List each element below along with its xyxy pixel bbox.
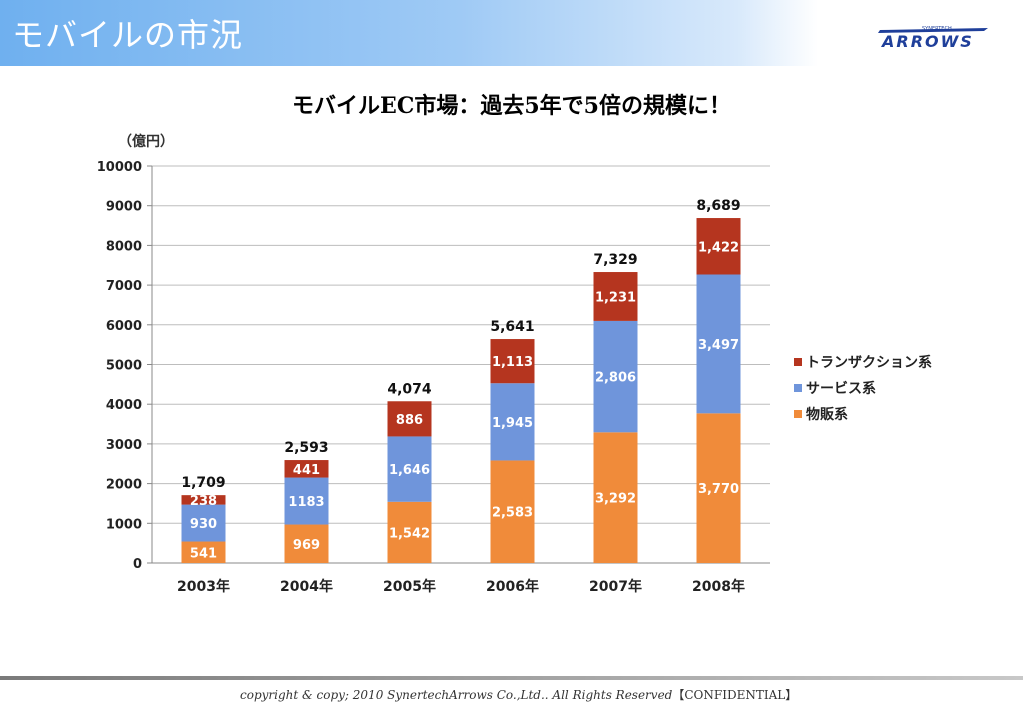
footer-divider bbox=[0, 676, 1023, 680]
bar-segment bbox=[284, 460, 329, 478]
chart-title: モバイルEC市場：過去5年で5倍の規模に！ bbox=[292, 93, 731, 119]
bar-segment bbox=[490, 339, 535, 384]
bar-segment bbox=[181, 541, 226, 563]
data-label: 3,770 bbox=[698, 482, 739, 497]
total-label: 4,074 bbox=[387, 381, 432, 397]
y-tick-label: 3000 bbox=[106, 438, 142, 453]
bar-segment bbox=[490, 460, 535, 563]
data-label: 1,646 bbox=[389, 463, 430, 478]
y-axis-label: （億円） bbox=[118, 133, 174, 150]
legend-swatch bbox=[794, 410, 802, 418]
header-band bbox=[0, 0, 1023, 66]
y-tick-label: 10000 bbox=[97, 160, 142, 175]
bar-segment bbox=[696, 274, 741, 414]
bar-segment bbox=[284, 477, 329, 525]
x-tick-label: 2007年 bbox=[589, 578, 642, 595]
data-label: 2,806 bbox=[595, 371, 636, 386]
y-tick-label: 2000 bbox=[106, 478, 142, 493]
y-tick-label: 7000 bbox=[106, 279, 142, 294]
y-tick-label: 0 bbox=[133, 557, 142, 572]
bar-segment bbox=[593, 320, 638, 433]
data-label: 1,422 bbox=[698, 240, 739, 255]
x-tick-label: 2008年 bbox=[692, 578, 745, 595]
bar-segment bbox=[284, 524, 329, 563]
data-label: 1183 bbox=[288, 495, 324, 510]
legend-swatch bbox=[794, 384, 802, 392]
data-label: 1,231 bbox=[595, 290, 636, 305]
data-label: 541 bbox=[190, 546, 217, 561]
x-tick-label: 2003年 bbox=[177, 578, 230, 595]
y-tick-label: 1000 bbox=[106, 517, 142, 532]
bar-segment bbox=[387, 436, 432, 502]
data-label: 886 bbox=[396, 413, 423, 428]
bar-segment bbox=[696, 413, 741, 563]
bar-segment bbox=[181, 504, 226, 542]
data-label: 441 bbox=[293, 463, 320, 478]
page-title: モバイルの市況 bbox=[12, 16, 244, 54]
x-tick-label: 2006年 bbox=[486, 578, 539, 595]
data-label: 2,583 bbox=[492, 506, 533, 521]
bar-segment bbox=[593, 432, 638, 563]
y-tick-label: 6000 bbox=[106, 319, 142, 334]
bar-segment bbox=[181, 495, 226, 505]
bar-segment bbox=[490, 383, 535, 461]
total-label: 2,593 bbox=[284, 440, 328, 456]
legend-label: サービス系 bbox=[806, 380, 876, 397]
data-label: 1,945 bbox=[492, 416, 533, 431]
data-label: 3,292 bbox=[595, 492, 636, 507]
total-label: 5,641 bbox=[490, 319, 534, 335]
data-label: 238 bbox=[190, 494, 217, 509]
legend-label: 物販系 bbox=[806, 406, 848, 423]
bar-segment bbox=[696, 218, 741, 275]
logo-text: ARROWS bbox=[880, 32, 974, 51]
stacked-bar-chart: （億円） 0 1000 2000 3000 4000 5000 6000 7000 8000 900… bbox=[97, 133, 932, 595]
y-tick-label: 9000 bbox=[106, 200, 142, 215]
bar-segment bbox=[593, 272, 638, 321]
x-tick-label: 2004年 bbox=[280, 578, 333, 595]
x-tick-label: 2005年 bbox=[383, 578, 436, 595]
data-label: 3,497 bbox=[698, 338, 739, 353]
confidential-label: 【CONFIDENTIAL】 bbox=[672, 688, 798, 702]
total-label: 7,329 bbox=[593, 252, 637, 268]
company-logo: SYNERTECH ARROWS bbox=[878, 26, 988, 51]
total-label: 8,689 bbox=[696, 198, 740, 214]
bar-segment bbox=[387, 501, 432, 563]
footer: copyright & copy; 2010 SynertechArrows C… bbox=[240, 686, 797, 703]
total-label: 1,709 bbox=[181, 475, 225, 491]
logo-subtext: SYNERTECH bbox=[922, 26, 952, 32]
legend-label: トランザクション系 bbox=[806, 354, 932, 371]
data-label: 969 bbox=[293, 538, 320, 553]
y-tick-label: 4000 bbox=[106, 398, 142, 413]
data-label: 1,542 bbox=[389, 526, 430, 541]
data-label: 1,113 bbox=[492, 355, 533, 370]
y-tick-label: 5000 bbox=[106, 359, 142, 374]
legend-swatch bbox=[794, 358, 802, 366]
data-label: 930 bbox=[190, 517, 217, 532]
copyright-text: copyright & copy; 2010 SynertechArrows C… bbox=[240, 688, 673, 702]
y-tick-label: 8000 bbox=[106, 239, 142, 254]
bar-segment bbox=[387, 401, 432, 437]
